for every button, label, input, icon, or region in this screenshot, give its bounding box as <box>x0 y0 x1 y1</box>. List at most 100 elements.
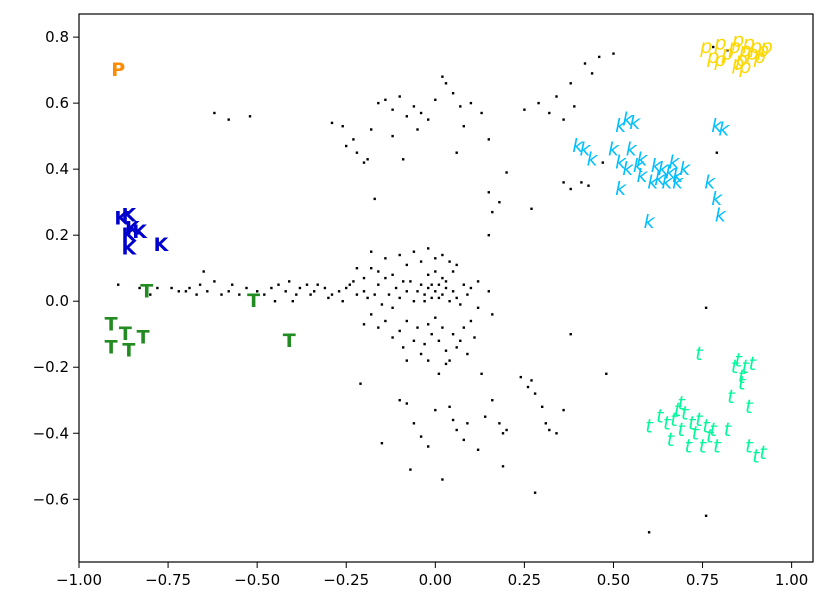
glyph-point-k-italic: k <box>587 148 599 170</box>
dot-point <box>441 293 444 296</box>
dot-point <box>480 111 483 115</box>
dot-point <box>412 422 416 425</box>
dot-point <box>405 263 408 267</box>
dot-point <box>466 293 469 296</box>
x-tick-label: 0.75 <box>686 571 719 589</box>
y-tick-label: −0.2 <box>33 358 69 376</box>
dot-point <box>437 372 441 375</box>
dot-point <box>580 181 583 184</box>
dot-point <box>441 478 444 481</box>
dot-point <box>370 250 373 253</box>
glyph-point-p-italic: p <box>756 39 769 61</box>
dot-point <box>227 290 230 293</box>
x-tick-label: 0.00 <box>419 571 452 589</box>
dot-point <box>487 290 490 293</box>
dot-point <box>462 438 465 442</box>
dot-point <box>519 375 522 379</box>
dot-point <box>448 300 451 303</box>
dot-point <box>573 105 576 108</box>
dot-point <box>501 432 505 435</box>
dot-point <box>370 128 373 131</box>
dot-point <box>419 283 423 286</box>
glyph-point-t-italic: t <box>695 343 704 365</box>
glyph-point-t-italic: t <box>677 419 686 441</box>
dot-point <box>498 422 501 425</box>
dot-point <box>298 286 302 290</box>
dot-point <box>366 296 369 300</box>
glyph-point-t-italic: t <box>695 409 704 431</box>
dot-point <box>434 316 437 319</box>
dot-point <box>448 260 451 263</box>
glyph-point-t-italic: t <box>738 366 747 388</box>
dot-point <box>430 296 433 300</box>
dot-point <box>441 276 444 280</box>
glyph-point-k-italic: k <box>615 115 627 137</box>
dot-point <box>305 283 309 286</box>
dot-point <box>419 260 423 263</box>
dot-point <box>548 111 551 115</box>
glyph-point-k-italic: k <box>615 178 627 200</box>
dot-point <box>327 296 330 300</box>
glyph-point-t-italic: t <box>713 436 722 458</box>
glyph-point-k-italic: k <box>626 138 638 160</box>
dot-point <box>398 329 401 333</box>
dot-point <box>419 435 423 438</box>
dot-point <box>213 111 216 115</box>
dot-point <box>377 270 380 273</box>
glyph-point-k-italic: k <box>572 135 584 157</box>
dot-point <box>530 379 533 382</box>
dot-point <box>427 118 430 121</box>
dot-point <box>355 293 359 296</box>
dot-point <box>491 399 494 402</box>
dot-point <box>441 75 444 78</box>
dot-point <box>398 296 401 300</box>
dot-point <box>491 210 494 214</box>
dot-point <box>405 115 408 118</box>
dot-point <box>427 273 430 276</box>
dot-point <box>409 468 412 471</box>
dot-point <box>238 293 241 296</box>
dot-point <box>412 105 416 108</box>
dot-point <box>430 333 433 336</box>
glyph-point-p-italic: p <box>699 36 712 58</box>
dot-point <box>416 128 419 131</box>
glyph-point-t-italic: t <box>742 356 751 378</box>
dot-point <box>220 293 223 296</box>
dot-point <box>362 290 366 293</box>
glyph-point-p-italic: p <box>738 56 751 78</box>
dot-point <box>362 276 366 280</box>
glyph-point-p-italic: p <box>760 36 773 58</box>
dot-point <box>569 333 572 336</box>
dot-point <box>612 52 615 55</box>
glyph-point-k-italic: k <box>651 155 663 177</box>
glyph-point-t-italic: t <box>688 412 697 434</box>
x-tick-label: 0.50 <box>597 571 630 589</box>
glyph-point-p-italic: p <box>735 49 748 71</box>
glyph-point-k-bold: K <box>154 234 170 256</box>
dot-point <box>391 306 394 309</box>
dot-point <box>434 98 437 101</box>
dot-point <box>345 144 348 148</box>
glyph-point-k-italic: k <box>622 109 634 131</box>
dot-point <box>605 372 608 375</box>
dot-point <box>562 408 565 412</box>
glyph-point-t-italic: t <box>706 426 715 448</box>
dot-point <box>149 293 152 296</box>
dot-point <box>455 151 458 154</box>
x-tick-label: −1.00 <box>56 571 102 589</box>
dot-point <box>373 197 376 201</box>
dot-point <box>416 290 419 293</box>
dot-point <box>391 336 394 339</box>
dot-point <box>391 273 394 276</box>
dot-point <box>256 290 259 293</box>
x-tick-label: 0.25 <box>508 571 541 589</box>
glyph-point-t-bold: T <box>122 340 135 362</box>
dot-point <box>505 171 508 174</box>
dot-point <box>444 286 448 290</box>
dot-point <box>316 283 319 286</box>
dot-point <box>484 415 487 418</box>
dot-point <box>380 303 384 306</box>
x-axis: −1.00 −0.75 −0.50 −0.25 0.00 0.25 0.50 0.75 1.00 <box>56 562 808 589</box>
glyph-point-t-italic: t <box>645 416 654 438</box>
